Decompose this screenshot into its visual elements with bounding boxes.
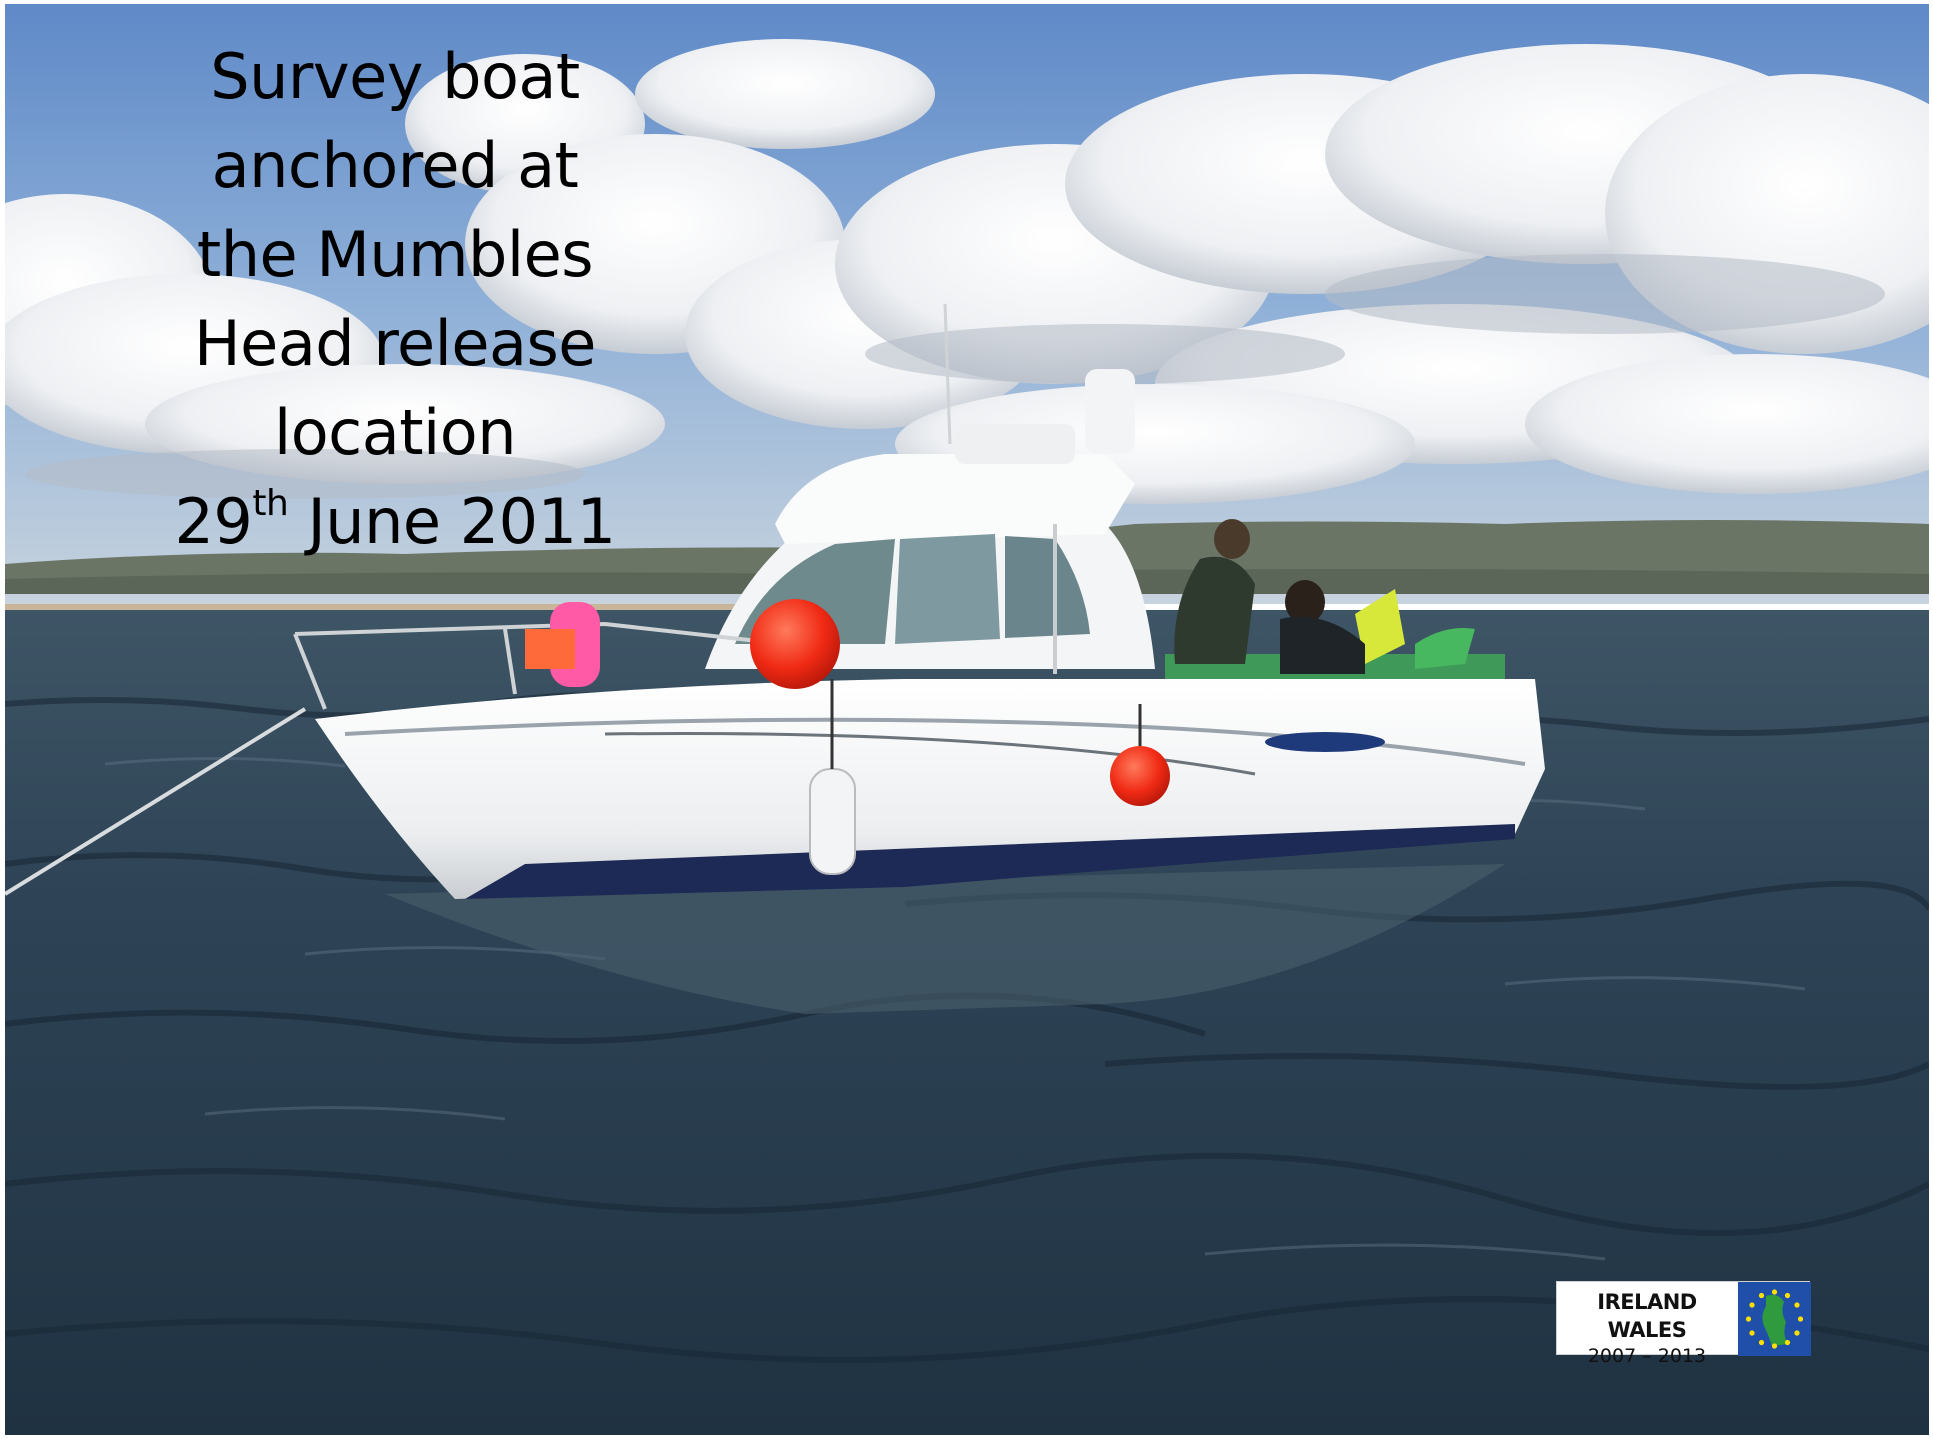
logo-title: IRELAND WALES: [1597, 1290, 1697, 1342]
caption-line: location: [273, 396, 517, 469]
date-suffix: th: [252, 483, 289, 524]
date-day: 29: [174, 485, 253, 558]
caption-line: anchored at: [211, 129, 579, 202]
logo-text: IRELAND WALES 2007 – 2013: [1557, 1288, 1737, 1369]
photo-caption: Survey boat anchored at the Mumbles Head…: [145, 32, 645, 566]
caption-date: 29th June 2011: [145, 477, 645, 566]
logo-years: 2007 – 2013: [1587, 1345, 1707, 1367]
ireland-wales-logo: IRELAND WALES 2007 – 2013: [1556, 1281, 1811, 1367]
caption-line: the Mumbles: [196, 218, 594, 291]
eu-flag-icon: [1738, 1282, 1811, 1356]
slide: Survey boat anchored at the Mumbles Head…: [5, 4, 1929, 1435]
survey-boat-photo: [5, 4, 1929, 1435]
date-rest: June 2011: [288, 485, 617, 558]
caption-line: Survey boat: [210, 40, 580, 113]
caption-line: Head release: [194, 307, 596, 380]
